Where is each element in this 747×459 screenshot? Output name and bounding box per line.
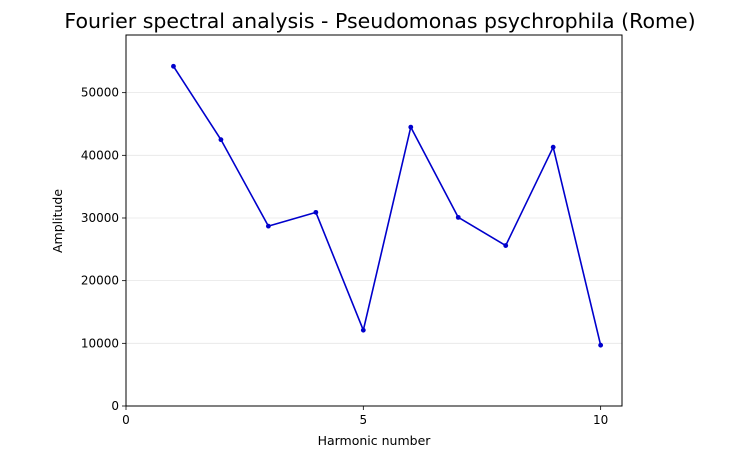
y-axis-label: Amplitude xyxy=(50,189,65,253)
y-tick-label: 30000 xyxy=(81,211,119,225)
data-point xyxy=(408,124,414,130)
y-axis: 0 10000 20000 30000 40000 50000 xyxy=(81,86,126,413)
data-point xyxy=(218,137,224,143)
y-tick-label: 0 xyxy=(111,399,119,413)
grid-lines xyxy=(126,92,622,344)
data-point xyxy=(171,63,176,69)
x-tick-label: 5 xyxy=(360,413,368,427)
data-point xyxy=(313,209,319,215)
x-axis-label: Harmonic number xyxy=(318,433,432,448)
x-tick-label: 10 xyxy=(593,413,608,427)
series-line xyxy=(172,65,602,346)
data-point xyxy=(265,223,271,229)
y-tick-label: 50000 xyxy=(81,86,119,100)
data-point xyxy=(360,327,366,333)
plot-frame xyxy=(125,34,623,407)
x-tick-label: 0 xyxy=(122,413,130,427)
y-tick-label: 10000 xyxy=(81,336,119,350)
data-point xyxy=(598,342,604,348)
data-point xyxy=(455,214,461,220)
data-point xyxy=(550,144,556,150)
x-axis: 0 5 10 xyxy=(122,406,608,427)
chart-title: Fourier spectral analysis - Pseudomonas … xyxy=(64,9,695,33)
data-point xyxy=(503,243,509,248)
y-tick-label: 40000 xyxy=(81,148,119,162)
y-tick-label: 20000 xyxy=(81,274,119,288)
series-layer xyxy=(171,63,604,348)
